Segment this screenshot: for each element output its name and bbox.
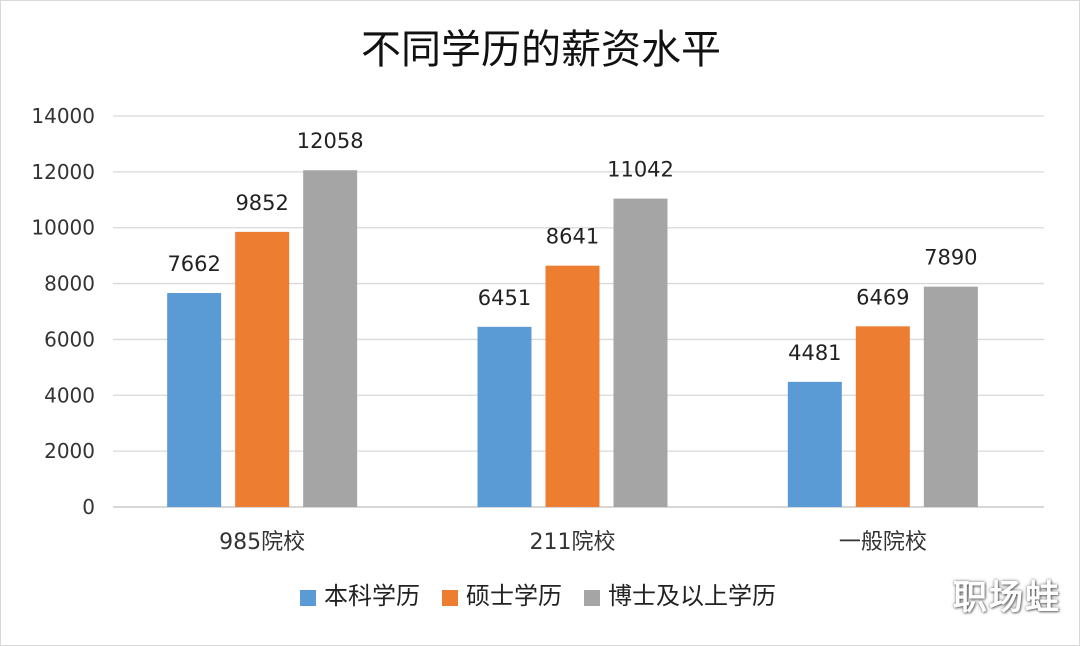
y-tick-label: 14000 bbox=[31, 104, 95, 128]
y-tick-label: 10000 bbox=[31, 216, 95, 240]
y-tick-label: 4000 bbox=[44, 383, 95, 407]
chart-title: 不同学历的薪资水平 bbox=[361, 27, 721, 73]
y-tick-label: 6000 bbox=[44, 327, 95, 351]
y-tick-label: 12000 bbox=[31, 160, 95, 184]
legend-swatch bbox=[442, 590, 458, 606]
bar-series bbox=[167, 170, 978, 507]
bar bbox=[613, 198, 668, 507]
legend-swatch bbox=[300, 590, 316, 606]
x-category-label: 211院校 bbox=[530, 530, 616, 555]
data-label: 9852 bbox=[235, 191, 288, 215]
legend-label: 博士及以上学历 bbox=[608, 582, 776, 610]
y-tick-label: 0 bbox=[82, 495, 95, 519]
y-tick-label: 8000 bbox=[44, 272, 95, 296]
data-label: 8641 bbox=[546, 225, 599, 249]
data-label: 4481 bbox=[788, 341, 841, 365]
bar bbox=[477, 326, 532, 507]
bar bbox=[167, 293, 222, 507]
data-label: 7890 bbox=[924, 246, 977, 270]
legend-swatch bbox=[584, 590, 600, 606]
data-label: 6469 bbox=[856, 285, 909, 309]
bar bbox=[855, 326, 910, 507]
x-category-label: 一般院校 bbox=[839, 530, 927, 555]
data-labels: 7662 9852 12058 6451 8641 11042 4481 6469 7890 bbox=[167, 129, 977, 365]
y-axis-tick-labels: 0 2000 4000 6000 8000 10000 12000 14000 bbox=[31, 104, 95, 519]
data-label: 6451 bbox=[478, 286, 531, 310]
bar bbox=[923, 286, 978, 507]
y-tick-label: 2000 bbox=[44, 439, 95, 463]
legend-label: 本科学历 bbox=[324, 582, 420, 610]
data-label: 7662 bbox=[167, 252, 220, 276]
bar bbox=[303, 170, 358, 507]
bar bbox=[545, 265, 600, 507]
data-label: 11042 bbox=[607, 158, 674, 182]
legend: 本科学历 硕士学历 博士及以上学历 bbox=[300, 582, 776, 610]
data-label: 12058 bbox=[297, 129, 364, 153]
bar bbox=[235, 231, 290, 507]
bar bbox=[787, 381, 842, 507]
x-axis-category-labels: 985院校 211院校 一般院校 bbox=[219, 530, 927, 555]
watermark-logo: 职场蛙 bbox=[953, 578, 1061, 618]
x-category-label: 985院校 bbox=[219, 530, 305, 555]
legend-label: 硕士学历 bbox=[466, 582, 562, 610]
